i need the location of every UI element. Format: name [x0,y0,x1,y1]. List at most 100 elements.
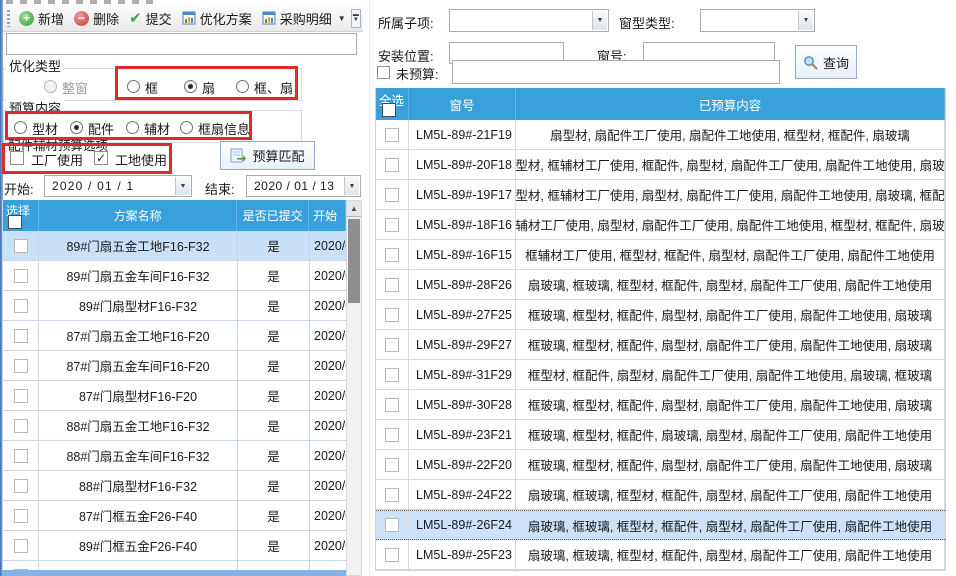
radio-frame-sash-label: 框、扇 [254,81,294,96]
magnifier-icon [803,55,818,70]
row-checkbox[interactable] [385,277,399,292]
row-checkbox[interactable] [13,418,28,433]
row-checkbox[interactable] [385,427,399,442]
row-checkbox[interactable] [385,157,399,172]
row-checkbox[interactable] [385,337,399,352]
table-row[interactable]: LM5L-89#-23F21 框玻璃, 框型材, 框配件, 扇玻璃, 扇型材, 扇… [376,420,945,450]
table-row[interactable]: LM5L-89#-24F22 扇玻璃, 框玻璃, 框型材, 框配件, 扇型材, 扇… [376,480,945,510]
submit-button[interactable]: ✔ 提交 [124,7,177,30]
unbudgeted-label: 未预算: [396,67,439,82]
radio-frame[interactable] [127,80,140,93]
row-checkbox[interactable] [13,568,28,570]
chevron-down-icon[interactable]: ▼ [175,177,190,195]
document-green-arrow-icon [230,148,247,164]
window-left-border [0,0,3,576]
chevron-down-icon: ▼ [352,17,359,23]
table-row[interactable]: LM5L-89#-29F27 框玻璃, 框型材, 框配件, 扇型材, 扇配件工厂使… [376,330,945,360]
radio-frame-sash[interactable] [236,80,249,93]
plan-table: 选择 方案名称 是否已提交 开始 89#门扇五金工地F16-F32是2020/0… [2,200,347,576]
radio-auxiliary[interactable] [126,121,139,134]
chevron-down-icon[interactable]: ▼ [798,11,813,30]
purchase-detail-button[interactable]: 采购明细 ▼ [257,7,351,30]
add-button[interactable]: + 新增 [14,7,69,30]
scrollbar-thumb[interactable] [348,219,360,303]
radio-profile[interactable] [14,121,27,134]
row-checkbox[interactable] [13,448,28,463]
sub-item-select[interactable]: ▼ [449,9,609,32]
plan-filter-input[interactable] [6,33,357,55]
window-type-select[interactable]: ▼ [700,9,815,32]
site-use-label: 工地使用 [115,153,168,168]
chevron-down-icon[interactable]: ▼ [344,177,359,195]
toolbar-overflow-button[interactable]: ▬ ▼ [350,8,361,28]
table-row[interactable]: LM5L-89#-21F19 扇型材, 扇配件工厂使用, 扇配件工地使用, 框型材… [376,120,945,150]
row-checkbox[interactable] [385,518,399,532]
table-row[interactable]: LM5L-89#-20F18 框型材, 框辅材工厂使用, 框配件, 扇型材, 扇配… [376,150,945,180]
plan-table-scrollbar[interactable]: ▲ [346,200,362,576]
table-row-selected[interactable]: LM5L-89#-26F24 扇玻璃, 框玻璃, 框型材, 框配件, 扇型材, 扇… [376,510,945,540]
scroll-up-arrow-icon[interactable]: ▲ [347,201,361,217]
radio-sash[interactable] [184,80,197,93]
sub-item-label: 所属子项: [378,16,434,31]
unbudgeted-checkbox[interactable] [377,66,390,79]
start-date-picker[interactable]: 2020 / 01 / 1 ▼ [44,175,192,197]
row-checkbox[interactable] [13,478,28,493]
select-all-windows-checkbox[interactable] [382,103,396,117]
radio-accessory[interactable] [70,121,83,134]
table-row[interactable]: LM5L-89#-28F26 扇玻璃, 框玻璃, 框型材, 框配件, 扇型材, 扇… [376,270,945,300]
delete-button[interactable]: − 删除 [69,7,124,30]
row-checkbox[interactable] [385,367,399,382]
table-row[interactable]: LM5L-89#-22F20 框玻璃, 框型材, 框配件, 扇型材, 扇配件工厂使… [376,450,945,480]
factory-use-checkbox[interactable] [10,151,24,165]
site-use-checkbox[interactable] [94,151,108,165]
select-all-plans-checkbox[interactable] [8,215,22,229]
table-row[interactable]: LM5L-89#-18F16 框辅材工厂使用, 扇型材, 扇配件工厂使用, 扇配件… [376,210,945,240]
row-checkbox[interactable] [13,328,28,343]
row-checkbox[interactable] [13,538,28,553]
row-checkbox[interactable] [385,127,399,142]
row-checkbox[interactable] [13,238,28,253]
row-checkbox[interactable] [385,307,399,322]
row-checkbox[interactable] [13,298,28,313]
row-checkbox[interactable] [385,397,399,412]
row-checkbox[interactable] [385,547,399,562]
table-row[interactable]: LM5L-89#-30F28 框玻璃, 框型材, 框配件, 扇型材, 扇配件工厂使… [376,390,945,420]
query-button[interactable]: 查询 [795,45,857,79]
table-row[interactable]: LM5L-89#-19F17 框型材, 框辅材工厂使用, 扇型材, 扇配件工厂使用… [376,180,945,210]
plan-table-hscrollbar[interactable] [2,570,346,576]
budget-match-button[interactable]: 预算匹配 [220,141,315,170]
install-position-label: 安装位置: [378,49,434,64]
row-checkbox[interactable] [13,268,28,283]
row-checkbox[interactable] [385,457,399,472]
table-row[interactable]: LM5L-89#-25F23 扇玻璃, 框玻璃, 框型材, 框配件, 扇型材, 扇… [376,540,945,570]
row-checkbox[interactable] [385,187,399,202]
table-row[interactable]: LM5L-89#-27F25 框玻璃, 框型材, 框配件, 扇型材, 扇配件工厂使… [376,300,945,330]
table-row[interactable]: LM5L-89#-16F15 框辅材工厂使用, 框型材, 框配件, 扇型材, 扇配… [376,240,945,270]
toolbar-grip[interactable] [7,9,11,27]
row-checkbox[interactable] [385,487,399,502]
radio-whole-window[interactable] [44,80,57,93]
row-checkbox[interactable] [13,358,28,373]
table-row[interactable]: LM5L-89#-31F29 框型材, 框配件, 扇型材, 扇配件工厂使用, 扇配… [376,360,945,390]
radio-frame-sash-info[interactable] [180,121,193,134]
optimize-plan-button[interactable]: 优化方案 [177,7,257,30]
end-date-picker[interactable]: 2020 / 01 / 13 ▼ [246,175,361,197]
row-checkbox[interactable] [13,388,28,403]
unbudgeted-input[interactable] [452,60,780,84]
row-checkbox[interactable] [13,508,28,523]
chevron-down-icon[interactable]: ▼ [592,11,607,30]
row-checkbox[interactable] [385,247,399,262]
row-checkbox[interactable] [385,217,399,232]
